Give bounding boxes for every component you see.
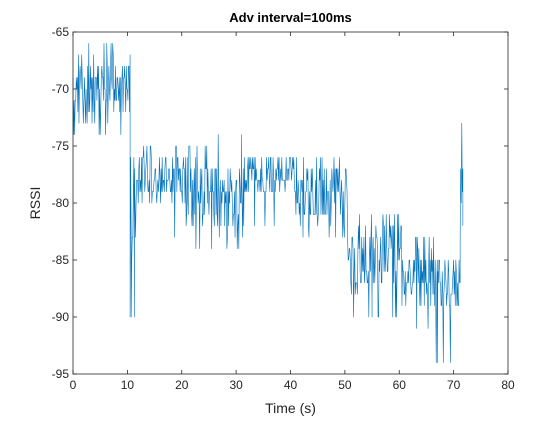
y-tick-label: -75 [52,139,70,153]
rssi-series-line [72,43,464,363]
y-tick-label: -85 [52,253,70,267]
y-tick-label: -90 [52,310,70,324]
y-tick-label: -70 [52,82,70,96]
series-layer [72,43,464,363]
x-tick-label: 10 [121,378,135,392]
x-axis-ticks: 0 10 20 30 40 50 60 70 80 [70,32,515,392]
y-axis-label: RSSI [27,187,43,220]
x-axis-label: Time (s) [265,400,316,416]
x-tick-label: 40 [284,378,298,392]
x-tick-label: 80 [501,378,515,392]
y-tick-label: -65 [52,25,70,39]
x-tick-label: 30 [229,378,243,392]
y-tick-label: -80 [52,196,70,210]
x-tick-label: 50 [338,378,352,392]
x-tick-label: 60 [393,378,407,392]
plot-area [73,32,508,374]
chart-title: Adv interval=100ms [229,10,351,25]
y-tick-label: -95 [52,367,70,381]
x-tick-label: 0 [70,378,77,392]
x-tick-label: 70 [447,378,461,392]
y-axis-ticks: -65 -70 -75 -80 -85 -90 -95 [52,25,508,381]
x-tick-label: 20 [175,378,189,392]
